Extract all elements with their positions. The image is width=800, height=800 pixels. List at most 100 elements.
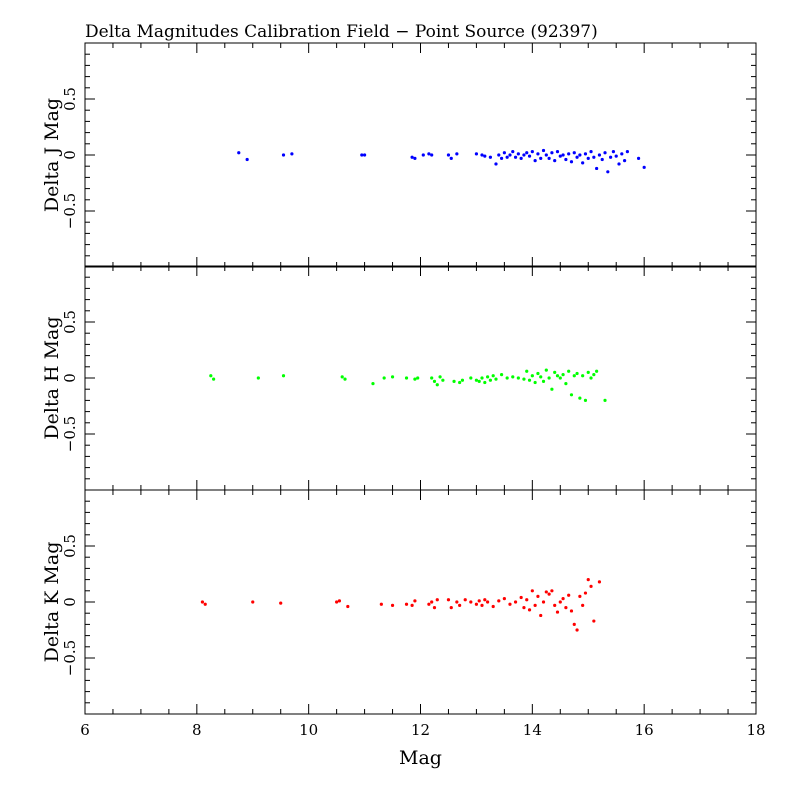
data-point [609, 155, 613, 159]
data-point [438, 375, 442, 379]
data-point [541, 600, 546, 604]
y-tick-label: −0.5 [61, 416, 79, 452]
data-point [544, 368, 548, 372]
data-point [446, 153, 451, 157]
data-point [469, 376, 473, 380]
data-point [592, 619, 596, 623]
x-tick-label: 18 [746, 721, 765, 739]
data-point [530, 589, 534, 593]
data-point [614, 154, 618, 158]
data-point [536, 594, 540, 599]
data-point [346, 604, 350, 609]
data-point [483, 380, 487, 385]
data-point [578, 594, 582, 599]
data-point [290, 152, 294, 156]
data-point [636, 156, 641, 160]
data-point [530, 150, 534, 154]
data-point [595, 369, 599, 373]
data-point [237, 151, 241, 155]
x-axis-label: Mag [399, 747, 442, 769]
data-point [539, 156, 543, 160]
data-point [561, 597, 565, 601]
data-point [502, 597, 506, 601]
y-axis-label: Delta K Mag [41, 542, 63, 663]
data-point [390, 603, 395, 607]
data-point [564, 382, 568, 386]
data-point [541, 379, 546, 383]
data-point [340, 375, 344, 379]
data-point [441, 378, 445, 382]
data-point [553, 370, 557, 374]
data-point [281, 374, 286, 378]
data-point [413, 599, 417, 603]
data-point [474, 602, 479, 606]
x-tick-label: 14 [523, 721, 542, 739]
data-point [430, 600, 434, 604]
data-point [491, 604, 495, 609]
data-point [486, 600, 490, 604]
data-point [617, 162, 621, 166]
data-point [567, 152, 571, 156]
data-point [592, 155, 596, 159]
data-point [569, 160, 574, 164]
data-point [494, 162, 498, 166]
data-point [550, 387, 554, 391]
data-point [474, 378, 479, 382]
data-point [516, 152, 520, 156]
data-point [564, 157, 568, 162]
data-point [502, 151, 506, 155]
data-point [337, 599, 342, 603]
y-tick-label: 0.5 [61, 534, 79, 558]
data-point [477, 599, 481, 603]
data-point [519, 595, 523, 600]
y-axis-label: Delta H Mag [41, 316, 63, 439]
data-point [533, 603, 537, 607]
data-point [279, 601, 283, 605]
data-point [547, 376, 551, 380]
data-point [430, 376, 434, 380]
data-point [553, 159, 557, 163]
data-point [569, 393, 574, 397]
x-tick-label: 8 [192, 721, 202, 739]
data-point [519, 156, 523, 160]
y-tick-label: 0.5 [61, 310, 79, 334]
data-point [589, 376, 593, 380]
data-point [539, 613, 543, 618]
data-point [435, 383, 439, 387]
y-tick-label: 0 [61, 373, 79, 383]
data-point [572, 151, 576, 155]
panel-frame [84, 265, 757, 491]
data-point [203, 602, 207, 606]
data-point [558, 376, 562, 380]
data-point [455, 600, 459, 604]
data-point [606, 170, 610, 174]
data-point [455, 152, 459, 156]
data-point [536, 152, 540, 156]
data-point [581, 603, 585, 607]
data-point [463, 598, 467, 602]
y-tick-label: 0 [61, 150, 79, 160]
data-point [404, 376, 409, 380]
data-point [508, 153, 512, 157]
data-point [430, 153, 434, 157]
data-point [544, 153, 548, 157]
data-point [527, 154, 532, 158]
data-point [362, 153, 367, 157]
data-point [553, 603, 557, 607]
data-point [477, 379, 481, 383]
panel-frame [84, 42, 757, 268]
data-point [488, 155, 492, 159]
data-point [586, 578, 590, 582]
data-point [446, 598, 451, 602]
y-tick-label: −0.5 [61, 640, 79, 676]
data-point [583, 591, 588, 595]
data-point [483, 598, 487, 602]
data-point [575, 371, 579, 376]
x-tick-label: 6 [80, 721, 90, 739]
data-point [480, 153, 484, 157]
data-point [558, 600, 562, 604]
data-point [575, 628, 579, 632]
data-point [544, 590, 548, 594]
data-point [564, 606, 568, 610]
